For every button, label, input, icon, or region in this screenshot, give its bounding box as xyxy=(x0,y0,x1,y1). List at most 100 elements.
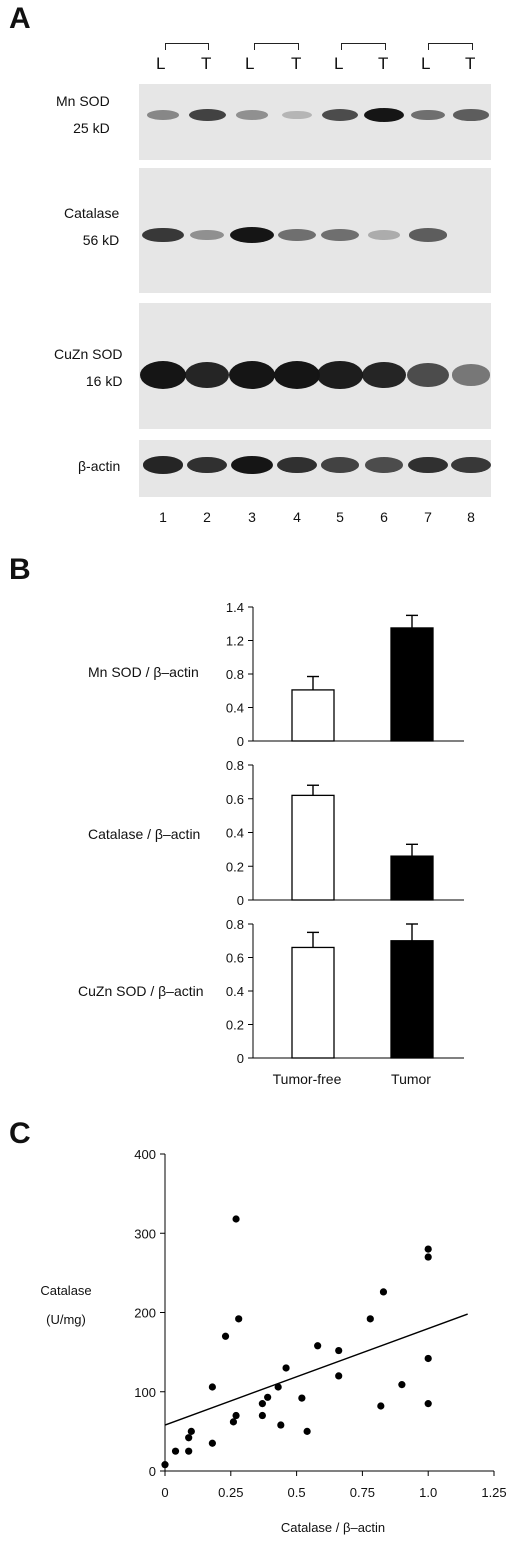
y-tick-label: 0.4 xyxy=(226,984,244,999)
ratio-label-mnsod: Mn SOD / β–actin xyxy=(88,664,199,680)
blot-band xyxy=(236,110,268,120)
blot-band xyxy=(321,108,359,122)
panel-a-label: A xyxy=(9,2,31,35)
y-tick-label: 400 xyxy=(134,1147,156,1162)
lane-letter-t: T xyxy=(201,54,212,73)
data-point xyxy=(424,1400,432,1408)
y-tick-label: 200 xyxy=(134,1306,156,1321)
y-tick-label: 100 xyxy=(134,1385,156,1400)
data-point xyxy=(282,1364,290,1372)
y-tick-label: 0.8 xyxy=(226,758,244,773)
lane-letter-l: L xyxy=(245,54,255,73)
blot-band xyxy=(411,109,445,121)
y-tick-label: 1.4 xyxy=(226,600,244,615)
blot-band xyxy=(140,361,186,389)
data-point xyxy=(258,1411,266,1420)
lane-letter-t: T xyxy=(291,54,302,73)
data-point xyxy=(229,1418,238,1426)
lane-letter-l: L xyxy=(334,54,344,73)
blot-band xyxy=(364,108,404,122)
category-label-tumor: Tumor xyxy=(391,1071,431,1087)
lane-bracket xyxy=(165,43,209,50)
panel-b-label: B xyxy=(9,553,31,586)
blot-band xyxy=(407,456,449,474)
y-tick-label: 0 xyxy=(237,1051,244,1066)
data-point xyxy=(185,1434,193,1442)
lane-number: 4 xyxy=(293,509,301,525)
blot-band xyxy=(408,228,448,242)
data-point xyxy=(208,1439,216,1447)
protein-name: CuZn SOD xyxy=(54,346,123,362)
data-point xyxy=(258,1400,266,1408)
blot-mnsod xyxy=(139,84,491,160)
blot-band xyxy=(230,227,274,243)
data-point xyxy=(314,1342,322,1350)
y-tick-label: 0.8 xyxy=(226,917,244,932)
x-tick-label: 0.25 xyxy=(218,1485,243,1500)
blot-band xyxy=(407,362,449,388)
data-point xyxy=(366,1315,374,1323)
y-tick-label: 0 xyxy=(237,893,244,908)
lane-letter-l: L xyxy=(421,54,431,73)
x-tick-label: 1.25 xyxy=(481,1485,506,1500)
lane-letter-t: T xyxy=(465,54,476,73)
x-tick-label: 0.5 xyxy=(288,1485,306,1500)
blot-band xyxy=(184,361,230,389)
y-tick-label: 0.6 xyxy=(226,951,244,966)
blot-band xyxy=(229,361,275,389)
y-tick-label: 0.6 xyxy=(226,792,244,807)
data-point xyxy=(335,1346,343,1355)
data-point xyxy=(187,1427,195,1435)
data-point xyxy=(232,1411,240,1420)
data-point xyxy=(161,1461,169,1469)
x-tick-label: 0.75 xyxy=(350,1485,375,1500)
regression-line xyxy=(164,1313,468,1426)
blot-actin xyxy=(139,440,491,497)
blot-band xyxy=(188,108,226,122)
y-tick-label: 1.2 xyxy=(226,634,244,649)
blot-band xyxy=(367,230,401,240)
data-point xyxy=(171,1447,180,1455)
data-point xyxy=(424,1245,432,1253)
y-tick-label: 300 xyxy=(134,1226,156,1241)
y-tick-label: 0.4 xyxy=(226,701,244,716)
data-point xyxy=(379,1288,388,1296)
lane-number: 2 xyxy=(203,509,211,525)
bar xyxy=(291,946,335,1059)
data-point xyxy=(424,1354,432,1363)
molecular-weight: 25 kD xyxy=(73,120,110,136)
data-point xyxy=(424,1253,432,1261)
blot-band xyxy=(142,456,184,474)
blot-catalase xyxy=(139,168,491,293)
blot-band xyxy=(274,361,320,389)
y-axis-label: Catalase xyxy=(40,1283,91,1298)
data-point xyxy=(208,1383,216,1391)
x-tick-label: 0 xyxy=(161,1485,168,1500)
molecular-weight: 16 kD xyxy=(85,373,123,389)
y-tick-label: 0.2 xyxy=(226,859,244,874)
data-point xyxy=(298,1394,306,1402)
lane-letter-t: T xyxy=(378,54,389,73)
molecular-weight: 56 kD xyxy=(82,232,120,248)
data-point xyxy=(277,1421,285,1429)
lane-bracket xyxy=(254,43,299,50)
blot-band xyxy=(451,364,491,386)
y-axis-label: (U/mg) xyxy=(46,1312,86,1327)
protein-name: Mn SOD xyxy=(56,93,110,109)
y-tick-label: 0 xyxy=(149,1464,156,1479)
data-point xyxy=(398,1381,406,1389)
y-tick-label: 0.8 xyxy=(226,667,244,682)
protein-name: Catalase xyxy=(64,205,120,221)
lane-number: 8 xyxy=(467,509,475,525)
y-tick-label: 0.4 xyxy=(226,826,244,841)
lane-bracket xyxy=(341,43,386,50)
blot-label-catalase: Catalase 56 kD xyxy=(64,204,119,249)
blot-band xyxy=(189,229,225,241)
bar xyxy=(390,855,434,901)
data-point xyxy=(235,1315,243,1323)
data-point xyxy=(303,1427,311,1435)
x-tick-label: 1.0 xyxy=(419,1485,437,1500)
blot-band xyxy=(146,110,180,120)
lane-number: 7 xyxy=(424,509,432,525)
